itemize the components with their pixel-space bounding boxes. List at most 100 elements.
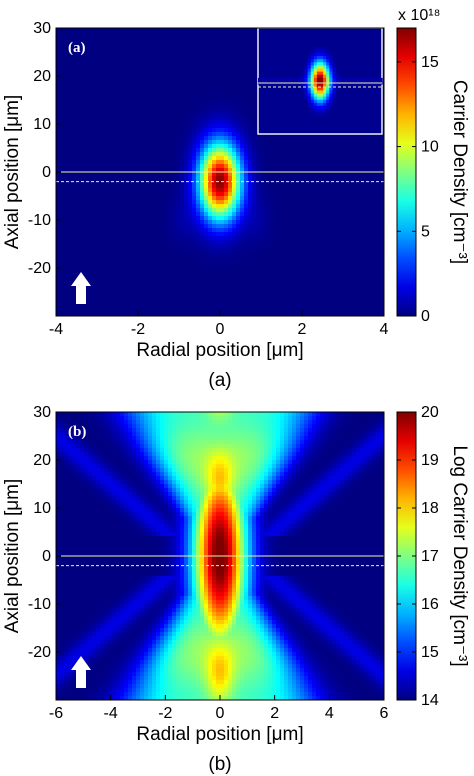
heatmap-cell (200, 188, 205, 193)
heatmap-cell (148, 52, 153, 57)
heatmap-cell (264, 216, 269, 221)
heatmap-cell (168, 228, 173, 233)
heatmap-cell (292, 180, 297, 185)
heatmap-cell (264, 264, 269, 269)
heatmap-cell (280, 196, 285, 201)
heatmap-cell (112, 44, 117, 49)
heatmap-cell (180, 196, 185, 201)
heatmap-cell (248, 232, 253, 237)
heatmap-cell (88, 144, 93, 149)
heatmap-cell (108, 64, 113, 69)
heatmap-cell (160, 56, 165, 61)
heatmap-cell (236, 248, 241, 253)
heatmap-cell (320, 164, 325, 169)
heatmap-cell (148, 64, 153, 69)
heatmap-cell (260, 220, 265, 225)
heatmap-cell (240, 212, 245, 217)
heatmap-cell (308, 228, 313, 233)
heatmap-cell (72, 212, 77, 217)
heatmap-cell (368, 164, 373, 169)
heatmap-cell (76, 132, 81, 137)
heatmap-cell (56, 92, 61, 97)
heatmap-cell (120, 116, 125, 121)
heatmap-cell (180, 120, 185, 125)
heatmap-cell (168, 68, 173, 73)
heatmap-cell (144, 136, 149, 141)
heatmap-cell (204, 216, 209, 221)
heatmap-cell (144, 140, 149, 145)
heatmap-cell (376, 176, 381, 181)
heatmap-cell (264, 220, 269, 225)
heatmap-cell (328, 176, 333, 181)
heatmap-cell (172, 208, 177, 213)
heatmap-cell (336, 248, 341, 253)
heatmap-cell (68, 40, 73, 45)
heatmap-cell (124, 216, 129, 221)
heatmap-cell (100, 192, 105, 197)
heatmap-cell (156, 236, 161, 241)
heatmap-cell (148, 112, 153, 117)
heatmap-cell (368, 220, 373, 225)
heatmap-cell (60, 152, 65, 157)
heatmap-cell (92, 228, 97, 233)
heatmap-cell (284, 140, 289, 145)
heatmap-cell (160, 244, 165, 249)
heatmap-cell (196, 144, 201, 149)
heatmap-cell (220, 108, 225, 113)
heatmap-cell (296, 140, 301, 145)
heatmap-cell (152, 232, 157, 237)
heatmap-cell (308, 172, 313, 177)
heatmap-cell (96, 232, 101, 237)
heatmap-cell (164, 208, 169, 213)
heatmap-cell (368, 140, 373, 145)
heatmap-cell (152, 88, 157, 93)
heatmap-cell (108, 268, 113, 273)
heatmap-cell (124, 136, 129, 141)
heatmap-cell (296, 228, 301, 233)
heatmap-cell (216, 208, 221, 213)
heatmap-cell (92, 148, 97, 153)
heatmap-cell (120, 216, 125, 221)
heatmap-cell (248, 168, 253, 173)
heatmap-cell (232, 236, 237, 241)
heatmap-cell (340, 164, 345, 169)
heatmap-cell (364, 200, 369, 205)
heatmap-cell (220, 84, 225, 89)
heatmap-cell (64, 144, 69, 149)
heatmap-cell (156, 260, 161, 265)
heatmap-cell (144, 76, 149, 81)
heatmap-cell (276, 224, 281, 229)
heatmap-cell (92, 104, 97, 109)
heatmap-cell (196, 152, 201, 157)
heatmap-cell (152, 140, 157, 145)
heatmap-cell (128, 224, 133, 229)
heatmap-cell (92, 236, 97, 241)
heatmap-cell (240, 100, 245, 105)
heatmap-cell (284, 152, 289, 157)
heatmap-cell (180, 192, 185, 197)
heatmap-cell (216, 32, 221, 37)
heatmap-cell (240, 208, 245, 213)
heatmap-cell (172, 64, 177, 69)
heatmap-cell (108, 240, 113, 245)
heatmap-cell (140, 252, 145, 257)
heatmap-cell (136, 156, 141, 161)
heatmap-cell (108, 264, 113, 269)
heatmap-cell (236, 240, 241, 245)
heatmap-cell (180, 228, 185, 233)
heatmap-cell (116, 40, 121, 45)
heatmap-cell (88, 104, 93, 109)
heatmap-cell (296, 252, 301, 257)
heatmap-cell (164, 244, 169, 249)
heatmap-cell (68, 112, 73, 117)
heatmap-cell (192, 236, 197, 241)
heatmap-cell (68, 60, 73, 65)
heatmap-cell (204, 136, 209, 141)
heatmap-cell (108, 32, 113, 37)
heatmap-cell (56, 36, 61, 41)
heatmap-cell (308, 200, 313, 205)
heatmap-cell (144, 148, 149, 153)
heatmap-cell (108, 252, 113, 257)
heatmap-cell (364, 236, 369, 241)
heatmap-cell (280, 192, 285, 197)
